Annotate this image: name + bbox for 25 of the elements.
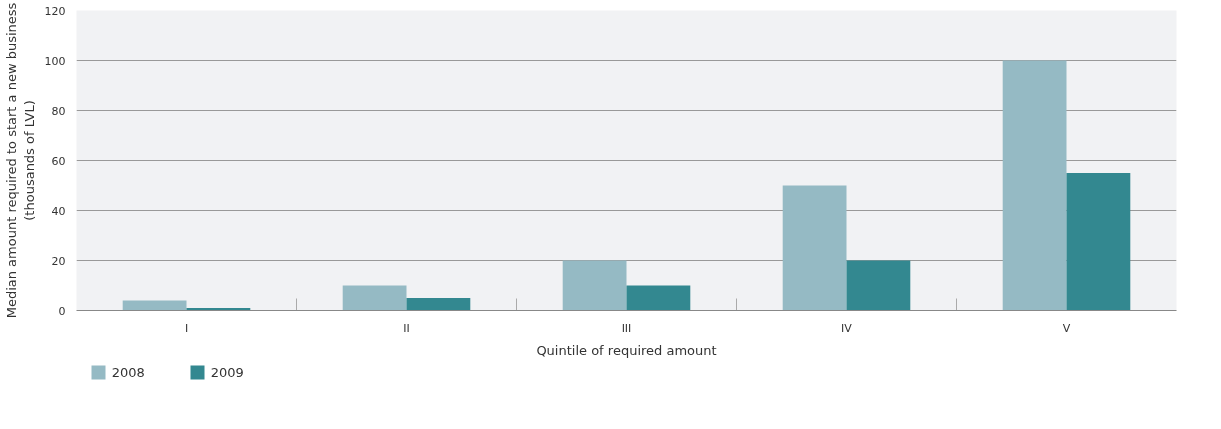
y-tick-label: 40 xyxy=(51,204,66,218)
y-tick-label: 20 xyxy=(51,254,66,268)
y-tick-label: 100 xyxy=(44,54,66,68)
x-tick-label: V xyxy=(1062,321,1071,335)
bar xyxy=(342,285,407,311)
bar xyxy=(1002,60,1067,311)
y-tick-label: 0 xyxy=(58,304,66,318)
x-tick-label: II xyxy=(403,321,410,335)
bar xyxy=(562,260,627,311)
bar xyxy=(626,285,691,311)
y-tick-label: 60 xyxy=(51,154,66,168)
x-axis-title: Quintile of required amount xyxy=(536,342,717,358)
bar xyxy=(1066,173,1131,311)
bar xyxy=(846,260,911,311)
bar xyxy=(122,300,187,311)
x-tick-label: IV xyxy=(841,321,853,335)
y-axis-title: Median amount required to start a new business (thousands of LVL) xyxy=(3,2,37,319)
y-tick-label: 80 xyxy=(51,104,66,118)
x-tick-label: I xyxy=(184,321,189,335)
bar xyxy=(406,298,471,311)
y-tick-label: 120 xyxy=(44,4,66,18)
x-tick-label: III xyxy=(621,321,632,335)
bar xyxy=(782,185,847,311)
legend-label: 2009 xyxy=(210,365,244,380)
legend-label: 2008 xyxy=(111,365,145,380)
